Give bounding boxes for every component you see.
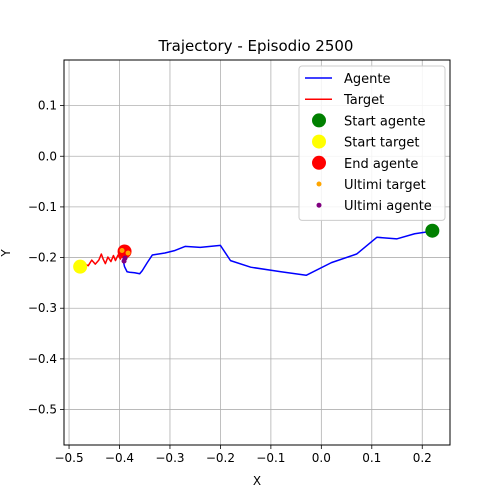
marker-layer <box>73 223 440 274</box>
y-tick-label: −0.4 <box>28 352 57 366</box>
y-tick-label: −0.3 <box>28 301 57 315</box>
series-agente-line <box>122 229 433 277</box>
legend-swatch-ultimi-target <box>316 181 322 187</box>
y-tick-label: −0.2 <box>28 251 57 265</box>
x-tick-label: −0.2 <box>206 451 235 465</box>
x-tick-label: −0.5 <box>54 451 83 465</box>
legend-label-target: Target <box>343 93 384 108</box>
legend-label-start-target: Start target <box>344 136 419 151</box>
legend-box <box>298 65 446 221</box>
y-tick-label: 0.1 <box>38 99 57 113</box>
y-tick-label: 0.0 <box>38 149 57 163</box>
y-tick-label: −0.1 <box>28 200 57 214</box>
legend-swatch-start-agente <box>312 113 326 128</box>
marker-ultimi-target <box>125 250 131 256</box>
legend-label-agente: Agente <box>344 72 390 87</box>
ticks: −0.5 −0.4 −0.3 −0.2 −0.1 0.0 0.1 0.2 0.1 0.0 −0.1 −… <box>28 99 432 465</box>
marker-start-target <box>73 259 88 274</box>
x-tick-label: 0.2 <box>413 451 432 465</box>
x-tick-label: 0.1 <box>362 451 381 465</box>
marker-ultimi-target <box>119 247 125 253</box>
chart-title: Trajectory - Episodio 2500 <box>158 37 354 55</box>
y-axis-label: Y <box>0 249 13 258</box>
legend-label-end-agente: End agente <box>344 157 418 172</box>
x-tick-label: −0.1 <box>256 451 285 465</box>
legend-swatch-end-agente <box>312 155 326 170</box>
legend-label-start-agente: Start agente <box>344 114 425 129</box>
x-tick-label: 0.0 <box>312 451 331 465</box>
legend-swatch-ultimi-agente <box>316 202 322 208</box>
legend-label-ultimi-agente: Ultimi agente <box>344 199 432 214</box>
x-tick-label: −0.4 <box>105 451 134 465</box>
legend: Agente Target Start agente Start target End … <box>298 65 446 221</box>
legend-swatch-start-target <box>312 134 326 149</box>
marker-start-agente <box>425 223 440 238</box>
y-tick-label: −0.5 <box>28 403 57 417</box>
x-tick-label: −0.3 <box>155 451 184 465</box>
plot-frame <box>63 59 451 446</box>
marker-ultimi-agente <box>122 255 128 261</box>
x-axis-label: X <box>253 474 261 488</box>
legend-label-ultimi-target: Ultimi target <box>344 178 426 193</box>
